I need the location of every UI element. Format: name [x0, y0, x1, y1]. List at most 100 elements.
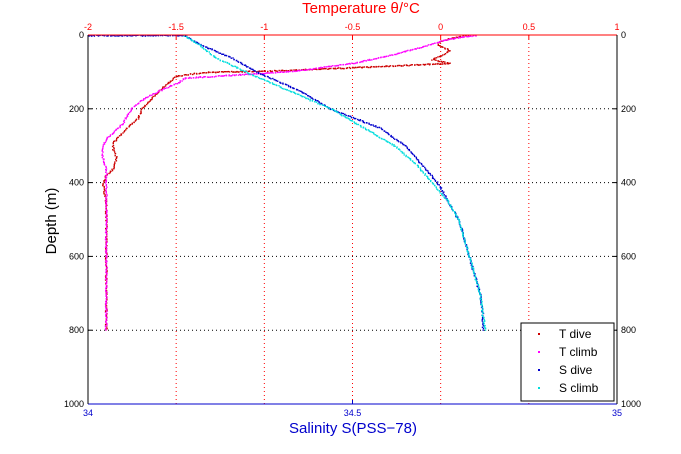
data-point	[402, 143, 404, 146]
data-point	[225, 54, 227, 57]
data-point	[106, 238, 108, 241]
data-point	[240, 69, 242, 71]
data-point	[381, 128, 384, 131]
data-point	[131, 123, 133, 125]
data-point	[430, 43, 432, 46]
data-point	[403, 154, 405, 156]
data-point	[267, 70, 269, 73]
data-point	[106, 313, 108, 315]
data-point	[365, 128, 367, 131]
data-point	[482, 327, 485, 330]
data-point	[444, 197, 446, 199]
data-point	[403, 144, 405, 146]
data-point	[392, 136, 394, 138]
data-point	[213, 56, 216, 58]
data-point	[126, 115, 129, 117]
data-point	[303, 69, 306, 71]
data-point	[401, 142, 404, 144]
data-point	[105, 206, 107, 209]
data-point	[287, 84, 290, 87]
data-point	[463, 239, 465, 241]
data-point	[101, 148, 104, 150]
data-point	[311, 100, 314, 102]
data-point	[120, 134, 122, 136]
data-point	[93, 35, 96, 37]
data-point	[159, 90, 161, 92]
legend-box	[520, 322, 615, 402]
data-point	[195, 76, 198, 78]
series-s-climb	[183, 35, 487, 331]
data-point	[103, 190, 105, 193]
data-point	[328, 107, 331, 110]
data-point	[401, 51, 404, 53]
data-point	[399, 149, 401, 151]
data-point	[293, 69, 295, 71]
data-point	[289, 70, 291, 73]
data-point	[163, 88, 165, 90]
data-point	[167, 86, 170, 89]
data-point	[114, 162, 116, 165]
data-point	[113, 167, 115, 169]
data-point	[123, 120, 125, 122]
data-point	[106, 193, 108, 196]
data-point	[396, 65, 399, 67]
data-point	[149, 35, 151, 37]
data-point	[105, 225, 108, 227]
data-point	[434, 185, 436, 187]
data-point	[461, 230, 463, 232]
data-point	[376, 126, 379, 129]
data-point	[264, 79, 266, 82]
data-point	[361, 120, 364, 122]
data-point	[103, 193, 105, 195]
data-point	[106, 226, 108, 228]
data-point	[483, 317, 485, 319]
data-point	[387, 132, 389, 134]
data-point	[441, 46, 443, 48]
data-point	[345, 67, 348, 70]
data-point	[432, 63, 434, 66]
data-point	[358, 119, 360, 121]
data-point	[457, 216, 459, 218]
data-point	[447, 200, 450, 203]
data-point	[290, 69, 293, 72]
data-point	[270, 78, 272, 80]
data-point	[274, 72, 277, 74]
data-point	[470, 258, 472, 261]
data-point	[105, 213, 108, 215]
data-point	[105, 242, 107, 244]
data-point	[391, 143, 393, 145]
data-point	[444, 62, 446, 65]
data-point	[165, 84, 167, 86]
data-point	[312, 68, 314, 70]
data-point	[468, 35, 470, 38]
data-point	[481, 311, 483, 313]
data-point	[254, 70, 256, 72]
data-point	[169, 85, 171, 88]
data-point	[416, 47, 419, 49]
data-point	[301, 69, 303, 71]
data-point	[337, 65, 339, 67]
data-point	[304, 93, 307, 95]
data-point	[314, 101, 316, 103]
data-point	[245, 71, 248, 73]
data-point	[393, 137, 395, 140]
data-point	[376, 135, 379, 137]
data-point	[418, 64, 421, 66]
data-point	[127, 112, 130, 115]
data-point	[134, 120, 137, 122]
data-point	[334, 110, 337, 112]
tick-label-salinity: 34.5	[344, 408, 362, 418]
data-point	[282, 71, 284, 73]
data-point	[131, 107, 133, 109]
data-point	[264, 75, 266, 78]
data-point	[407, 156, 409, 158]
data-point	[415, 156, 417, 158]
data-point	[105, 307, 107, 309]
data-point	[355, 117, 357, 120]
data-point	[405, 145, 407, 147]
data-point	[394, 65, 397, 67]
data-point	[125, 127, 128, 130]
data-point	[281, 87, 284, 90]
data-point	[385, 140, 387, 142]
data-point	[457, 37, 459, 39]
